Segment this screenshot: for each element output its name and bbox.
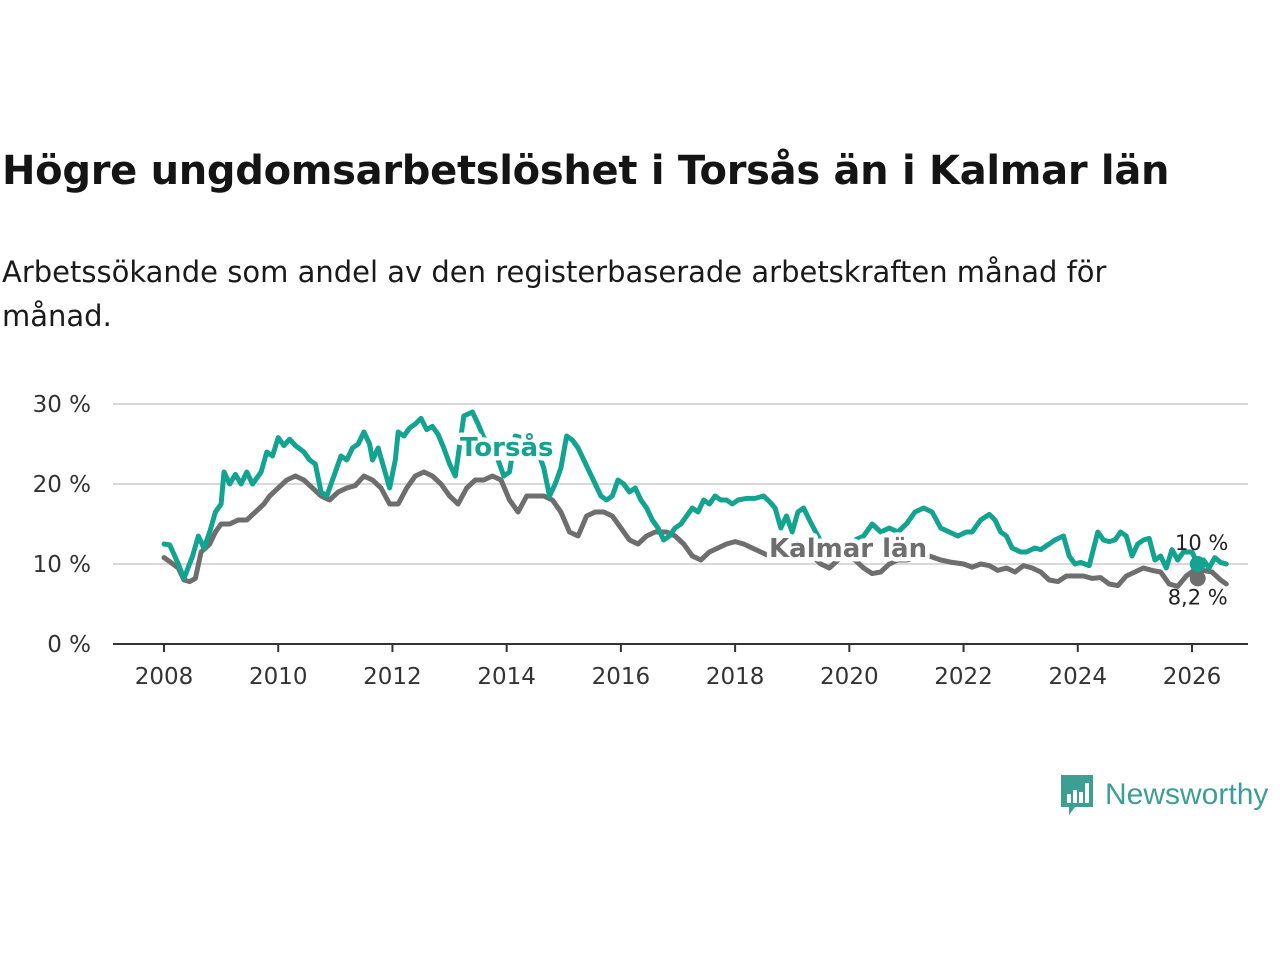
grid-lines [113,403,1248,565]
x-tick-label: 2012 [363,664,422,690]
x-tick-label: 2016 [592,664,651,690]
end-value-torsas: 10 % [1175,531,1228,555]
series-label-torsas: Torsås [460,431,553,463]
series-label-kalmar-halo: Kalmar län [769,534,927,564]
end-value-kalmar: 8,2 % [1168,585,1228,609]
series-label-kalmar: Kalmar län [769,534,927,564]
brand-name: Newsworthy [1105,778,1269,811]
x-tick-label: 2020 [820,664,879,690]
y-tick-label: 0 % [47,632,91,658]
x-axis: 2008 2010 2012 2014 2016 2018 2020 2022 2024 2026 [113,643,1248,690]
series-label-torsas-halo: Torsås [460,431,553,463]
end-point-kalmar [1189,570,1206,587]
x-tick-label: 2018 [706,664,765,690]
y-tick-label: 10 % [33,552,91,578]
y-tick-label: 30 % [33,392,91,418]
series-lines [161,409,1229,589]
x-tick-label: 2026 [1163,664,1222,690]
chart-title: Högre ungdomsarbetslöshet i Torsås än i … [2,148,1170,194]
newsworthy-logo-icon [1061,775,1093,815]
x-tick-label: 2008 [135,664,194,690]
series-line-torsas [161,409,1229,581]
y-tick-label: 20 % [33,472,91,498]
x-tick-label: 2010 [249,664,308,690]
y-axis-ticks: 0 % 10 % 20 % 30 % [33,392,91,658]
x-tick-label: 2024 [1049,664,1108,690]
series-line-kalmar [161,469,1229,589]
brand: Newsworthy [1059,773,1268,817]
x-tick-label: 2022 [934,664,993,690]
end-point-torsas [1189,556,1206,572]
x-tick-label: 2014 [477,664,536,690]
chart-subtitle: Arbetssökande som andel av den registerb… [2,255,1107,333]
